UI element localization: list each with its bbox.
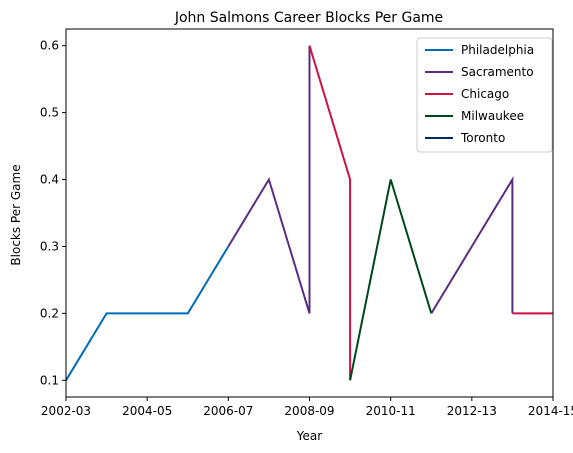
legend-label-philadelphia: Philadelphia xyxy=(461,43,534,57)
y-tick-label: 0.1 xyxy=(40,373,59,387)
series-line-sacramento-5 xyxy=(430,175,514,314)
y-tick-label: 0.4 xyxy=(40,173,59,187)
series-line-philadelphia-1 xyxy=(65,245,230,381)
y-tick-label: 0.2 xyxy=(40,306,59,320)
x-axis-label: Year xyxy=(296,429,322,443)
legend-label-milwaukee: Milwaukee xyxy=(461,109,524,123)
y-tick-label: 0.3 xyxy=(40,239,59,253)
legend: Philadelphia Sacramento Chicago Milwaukee To… xyxy=(416,37,553,153)
x-tick-label: 2010-11 xyxy=(366,404,416,418)
x-tick-label: 2002-03 xyxy=(41,404,91,418)
x-tick-label: 2008-09 xyxy=(284,404,334,418)
legend-box xyxy=(416,37,553,153)
x-tick-label: 2014-15 xyxy=(528,404,573,418)
legend-label-chicago: Chicago xyxy=(461,87,509,101)
series-line-milwaukee-4 xyxy=(349,179,433,381)
y-tick-label: 0.5 xyxy=(40,106,59,120)
legend-label-sacramento: Sacramento xyxy=(461,65,534,79)
y-axis: 0.1 0.2 0.3 0.4 0.5 0.6 xyxy=(40,39,66,387)
x-tick-label: 2004-05 xyxy=(122,404,172,418)
series-line-chicago-3 xyxy=(308,45,352,381)
plot-area xyxy=(65,28,554,398)
legend-label-toronto: Toronto xyxy=(460,131,505,145)
y-axis-label: Blocks Per Game xyxy=(9,164,23,265)
x-axis: 2002-03 2004-05 2006-07 2008-09 2010-11 2012-… xyxy=(41,397,573,418)
x-tick-label: 2006-07 xyxy=(203,404,253,418)
chart-title: John Salmons Career Blocks Per Game xyxy=(174,10,443,26)
x-tick-label: 2012-13 xyxy=(447,404,497,418)
series-line-sacramento-2 xyxy=(227,45,311,314)
y-tick-label: 0.6 xyxy=(40,39,59,53)
